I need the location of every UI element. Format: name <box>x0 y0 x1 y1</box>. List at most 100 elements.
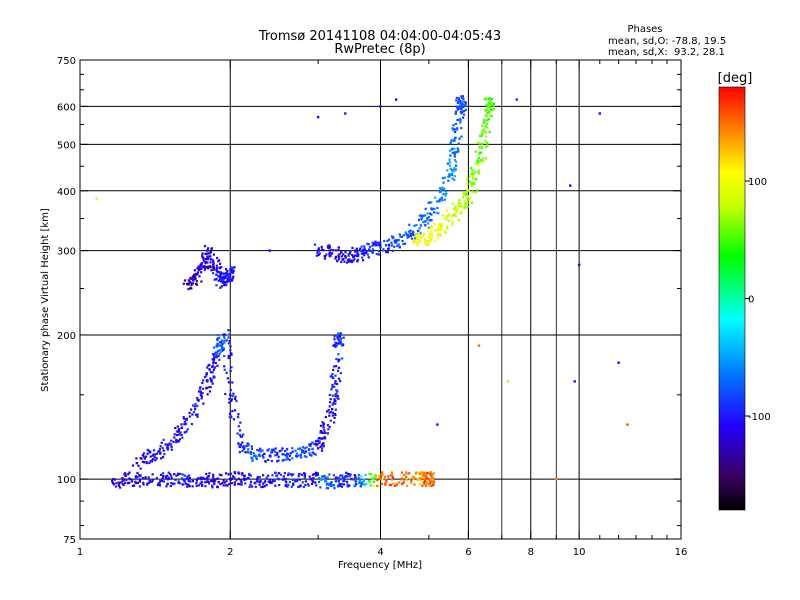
data-point <box>209 371 212 374</box>
data-point <box>163 453 166 456</box>
data-point <box>179 472 182 476</box>
data-point <box>485 135 488 138</box>
data-point <box>323 257 327 260</box>
data-point <box>429 478 432 482</box>
data-point <box>319 430 322 433</box>
data-point <box>462 192 465 195</box>
data-point <box>431 473 434 476</box>
data-point <box>330 407 334 411</box>
data-point <box>148 480 152 483</box>
data-point <box>487 118 491 121</box>
phase-heading: Phases <box>627 24 662 35</box>
data-point <box>246 450 249 454</box>
data-point <box>453 139 456 142</box>
data-point <box>402 481 405 485</box>
data-point <box>415 223 418 227</box>
data-point <box>343 260 346 263</box>
data-point <box>335 357 338 361</box>
data-point <box>337 366 341 369</box>
data-point <box>264 480 267 483</box>
data-point <box>391 236 394 240</box>
data-point <box>455 208 458 211</box>
data-point <box>371 477 374 480</box>
data-point <box>484 131 487 134</box>
data-point <box>205 374 208 377</box>
data-point <box>138 480 141 483</box>
data-point <box>441 189 444 192</box>
data-point <box>196 273 199 276</box>
data-point <box>315 474 318 477</box>
data-point <box>310 482 314 486</box>
data-point <box>164 475 167 478</box>
data-point <box>115 482 118 485</box>
data-point <box>491 103 494 106</box>
data-point <box>331 414 334 417</box>
data-point <box>342 480 345 483</box>
data-point <box>142 483 145 486</box>
data-point <box>339 332 343 335</box>
data-point <box>292 483 295 487</box>
data-point <box>423 477 426 480</box>
data-point <box>436 206 439 210</box>
data-point <box>123 473 126 476</box>
data-point <box>285 447 289 451</box>
data-point <box>151 454 155 457</box>
data-point <box>439 227 442 231</box>
data-point <box>232 392 235 395</box>
data-point <box>222 277 225 280</box>
data-point <box>218 349 221 352</box>
data-point <box>469 175 472 178</box>
data-point <box>334 257 337 260</box>
data-point <box>334 408 337 411</box>
data-point <box>334 382 337 385</box>
data-point <box>336 394 339 398</box>
data-point <box>292 473 295 476</box>
data-point <box>142 452 146 455</box>
data-point <box>222 276 226 279</box>
data-point <box>231 410 234 413</box>
data-point <box>388 238 391 241</box>
data-point <box>151 473 154 476</box>
data-point <box>205 266 208 269</box>
data-point <box>347 472 350 476</box>
data-point <box>394 241 398 244</box>
data-point <box>424 484 428 487</box>
data-point <box>481 142 484 146</box>
data-point <box>196 267 199 270</box>
data-point <box>206 478 209 481</box>
data-point <box>230 477 233 480</box>
data-point <box>251 459 254 463</box>
data-point <box>265 476 268 479</box>
y-tick-label: 500 <box>57 140 76 151</box>
data-point <box>206 267 210 270</box>
data-point <box>463 113 466 116</box>
data-point <box>479 134 482 138</box>
data-point <box>458 98 461 101</box>
data-point <box>228 340 231 343</box>
x-tick-label: 10 <box>573 547 586 558</box>
series-5 <box>95 98 629 481</box>
data-point <box>322 424 325 427</box>
data-point <box>234 397 237 401</box>
data-point <box>186 477 189 480</box>
data-point <box>431 481 434 484</box>
data-point <box>430 230 433 233</box>
data-point <box>202 379 205 382</box>
data-point <box>338 334 341 337</box>
data-point <box>296 478 299 481</box>
data-point <box>413 483 416 486</box>
data-point <box>447 219 450 222</box>
data-point <box>170 476 173 480</box>
data-point <box>329 411 333 414</box>
data-point <box>377 474 380 477</box>
data-point <box>347 254 350 257</box>
data-point <box>327 483 331 486</box>
data-point <box>399 235 402 238</box>
data-point <box>249 480 253 483</box>
data-point <box>415 233 418 236</box>
data-point <box>304 480 307 483</box>
data-point <box>173 433 176 436</box>
data-point <box>460 126 463 130</box>
data-point <box>462 206 465 209</box>
data-point <box>340 260 343 264</box>
